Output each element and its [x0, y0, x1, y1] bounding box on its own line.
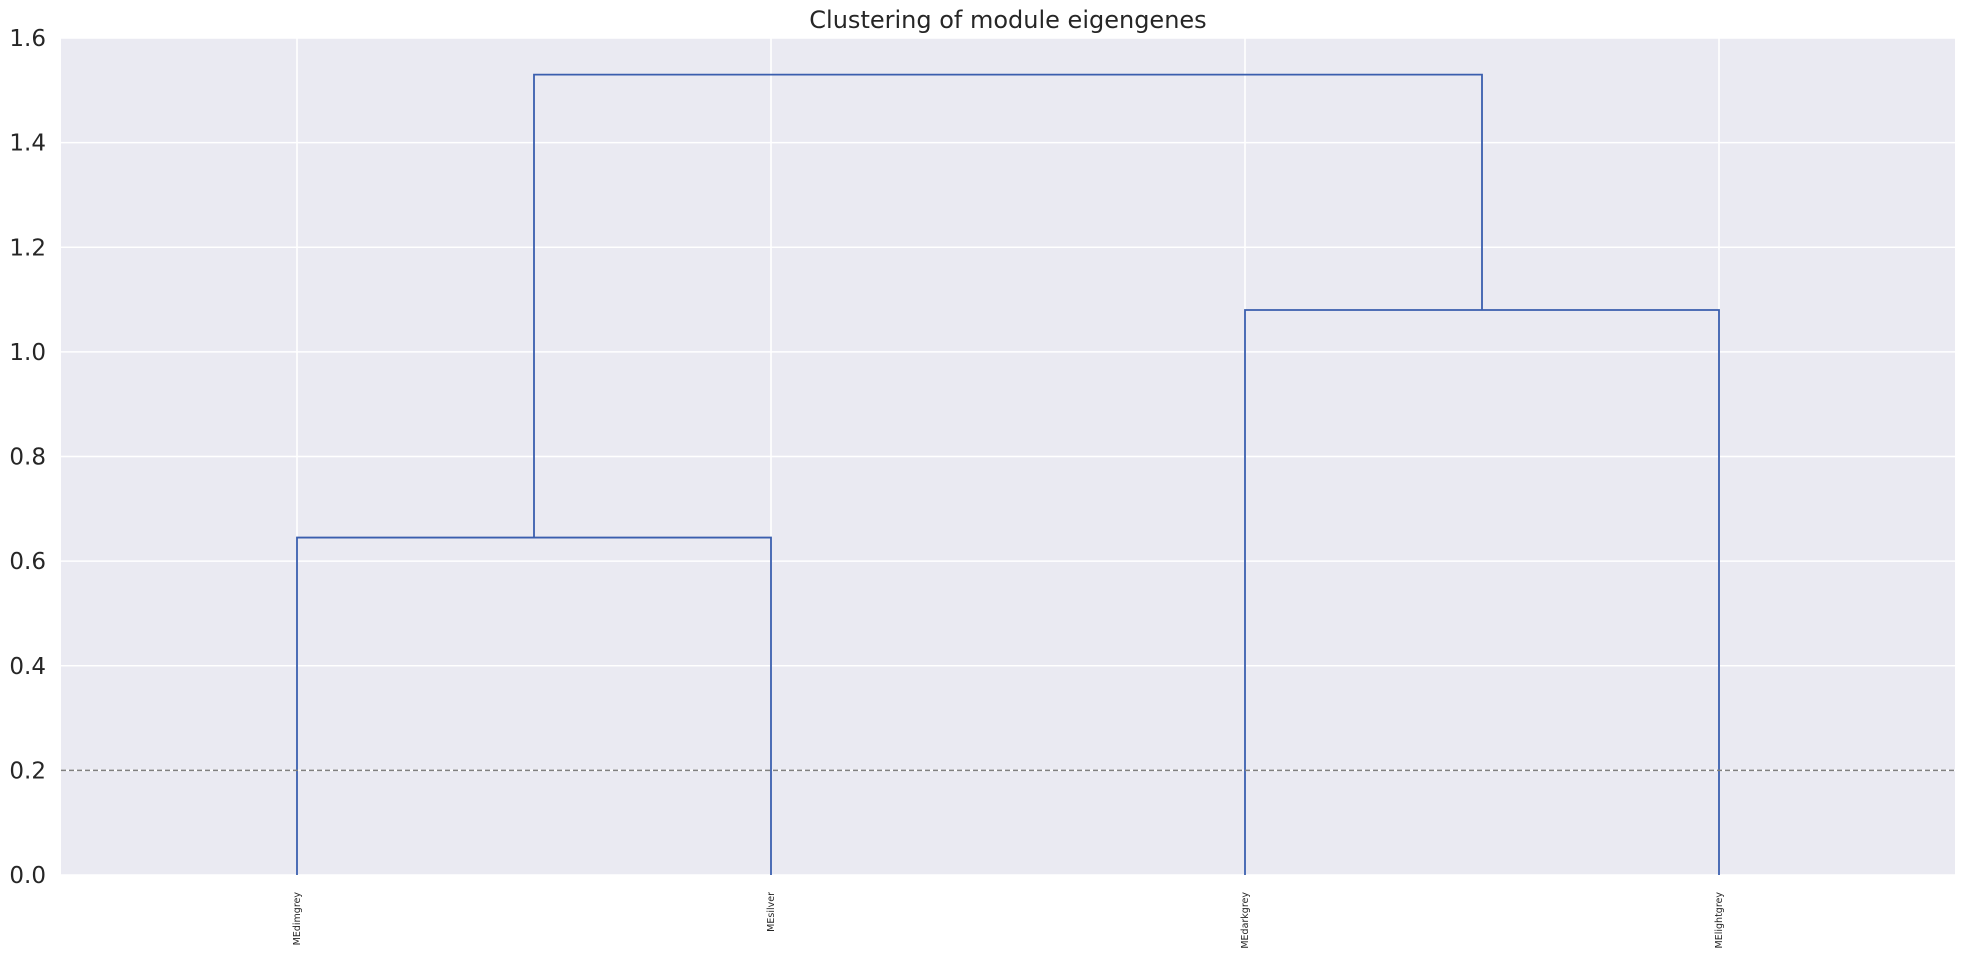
y-tick-label: 1.6	[9, 26, 46, 52]
y-tick-label: 0.8	[9, 445, 46, 471]
y-tick-label: 1.4	[9, 131, 46, 157]
dendrogram-links	[296, 73, 1720, 875]
leaf-label: MElightgrey	[1714, 892, 1725, 949]
x-axis-leaf-labels: MEdimgrey MEsilver MEdarkgrey MElightgrey	[292, 892, 1725, 949]
y-tick-label: 1.0	[9, 340, 46, 366]
chart-title: Clustering of module eigengenes	[809, 6, 1206, 34]
y-tick-label: 0.2	[9, 758, 46, 784]
y-tick-label: 0.6	[9, 549, 46, 575]
y-axis-ticks: 0.0 0.2 0.4 0.6 0.8 1.0 1.2 1.4 1.6	[9, 26, 46, 889]
leaf-label: MEdimgrey	[292, 892, 303, 946]
leaf-label: MEdarkgrey	[1240, 892, 1251, 949]
y-tick-label: 1.2	[9, 235, 46, 261]
y-tick-label: 0.4	[9, 654, 46, 680]
leaf-label: MEsilver	[766, 892, 777, 932]
dendrogram-link	[533, 73, 1483, 538]
y-tick-label: 0.0	[9, 863, 46, 889]
